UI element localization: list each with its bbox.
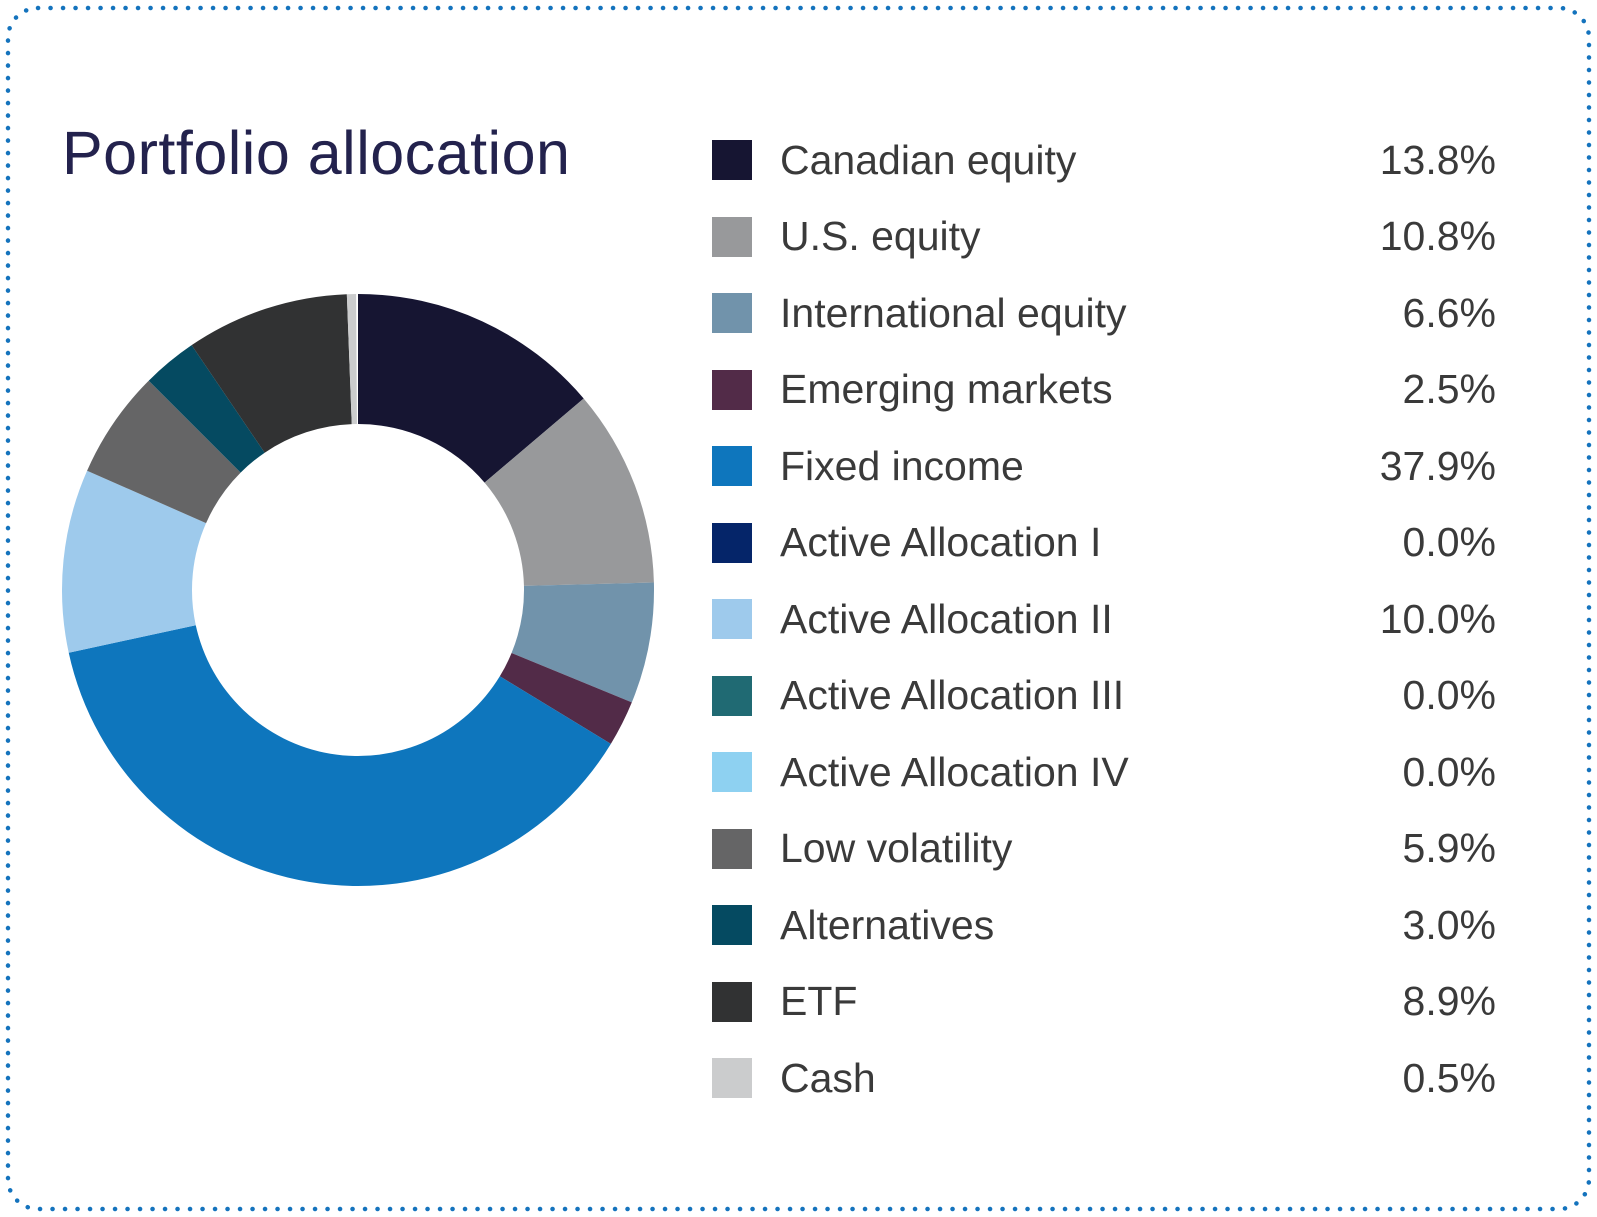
donut-svg — [62, 294, 655, 887]
legend-label: International equity — [780, 289, 1127, 336]
legend-row-international-equity: International equity 6.6% — [712, 290, 1496, 336]
legend-row-etf: ETF 8.9% — [712, 978, 1496, 1024]
legend-swatch — [712, 675, 752, 716]
legend-swatch — [712, 522, 752, 563]
legend-value: 0.0% — [1402, 519, 1496, 565]
donut-slice-low-volatility — [87, 380, 241, 524]
legend-label: Active Allocation II — [780, 595, 1113, 642]
legend-swatch — [712, 828, 752, 869]
donut-slice-u-s-equity — [484, 398, 654, 586]
legend-swatch — [712, 293, 752, 333]
legend-value: 10.0% — [1379, 595, 1496, 642]
legend-value: 2.5% — [1402, 366, 1496, 412]
donut-slice-fixed-income — [68, 625, 611, 887]
donut-slice-active-allocation-ii — [62, 470, 207, 653]
legend-row-active-allocation-i: Active Allocation I 0.0% — [712, 519, 1496, 565]
donut-slice-etf — [191, 294, 352, 453]
legend-value: 10.8% — [1379, 213, 1496, 259]
donut-chart — [48, 280, 668, 900]
legend-value: 3.0% — [1402, 901, 1496, 948]
legend-label: ETF — [780, 978, 858, 1024]
legend-value: 0.5% — [1402, 1054, 1496, 1101]
legend-swatch — [712, 446, 752, 486]
legend-label: Low volatility — [780, 825, 1013, 871]
legend-swatch — [712, 216, 752, 257]
legend-swatch — [712, 905, 752, 945]
donut-slice-alternatives — [148, 345, 265, 473]
legend-row-active-allocation-iii: Active Allocation III 0.0% — [712, 672, 1496, 718]
legend-label: Fixed income — [780, 442, 1024, 489]
legend-swatch — [712, 752, 752, 792]
legend-label: Alternatives — [780, 901, 995, 948]
legend-swatch — [712, 981, 752, 1022]
legend-swatch — [712, 1058, 752, 1098]
legend-value: 0.0% — [1402, 672, 1496, 718]
legend-row-emerging-markets: Emerging markets 2.5% — [712, 366, 1496, 412]
legend-row-cash: Cash 0.5% — [712, 1055, 1496, 1101]
legend-value: 8.9% — [1402, 978, 1496, 1024]
legend-row-active-allocation-iv: Active Allocation IV 0.0% — [712, 749, 1496, 795]
legend-label: Cash — [780, 1054, 876, 1101]
donut-slice-canadian-equity — [358, 294, 584, 483]
legend-label: Emerging markets — [780, 366, 1113, 412]
legend-row-active-allocation-ii: Active Allocation II 10.0% — [712, 596, 1496, 642]
donut-slice-international-equity — [511, 582, 655, 703]
legend-label: U.S. equity — [780, 213, 981, 259]
legend-value: 13.8% — [1379, 136, 1496, 183]
legend-label: Active Allocation IV — [780, 748, 1129, 795]
legend-row-canadian-equity: Canadian equity 13.8% — [712, 137, 1496, 183]
donut-slice-emerging-markets — [499, 653, 632, 744]
legend-swatch — [712, 599, 752, 639]
legend-value: 6.6% — [1402, 289, 1496, 336]
legend-row-alternatives: Alternatives 3.0% — [712, 902, 1496, 948]
legend: Canadian equity 13.8% U.S. equity 10.8% … — [712, 137, 1496, 1101]
legend-value: 37.9% — [1379, 442, 1496, 489]
legend-row-low-volatility: Low volatility 5.9% — [712, 825, 1496, 871]
donut-slice-cash — [346, 294, 357, 425]
legend-swatch — [712, 369, 752, 410]
legend-label: Active Allocation I — [780, 519, 1102, 565]
legend-label: Canadian equity — [780, 136, 1077, 183]
page-title: Portfolio allocation — [62, 119, 571, 187]
legend-row-fixed-income: Fixed income 37.9% — [712, 443, 1496, 489]
legend-label: Active Allocation III — [780, 672, 1125, 718]
legend-row-u-s-equity: U.S. equity 10.8% — [712, 213, 1496, 259]
legend-value: 5.9% — [1402, 825, 1496, 871]
legend-value: 0.0% — [1402, 748, 1496, 795]
legend-swatch — [712, 140, 752, 180]
